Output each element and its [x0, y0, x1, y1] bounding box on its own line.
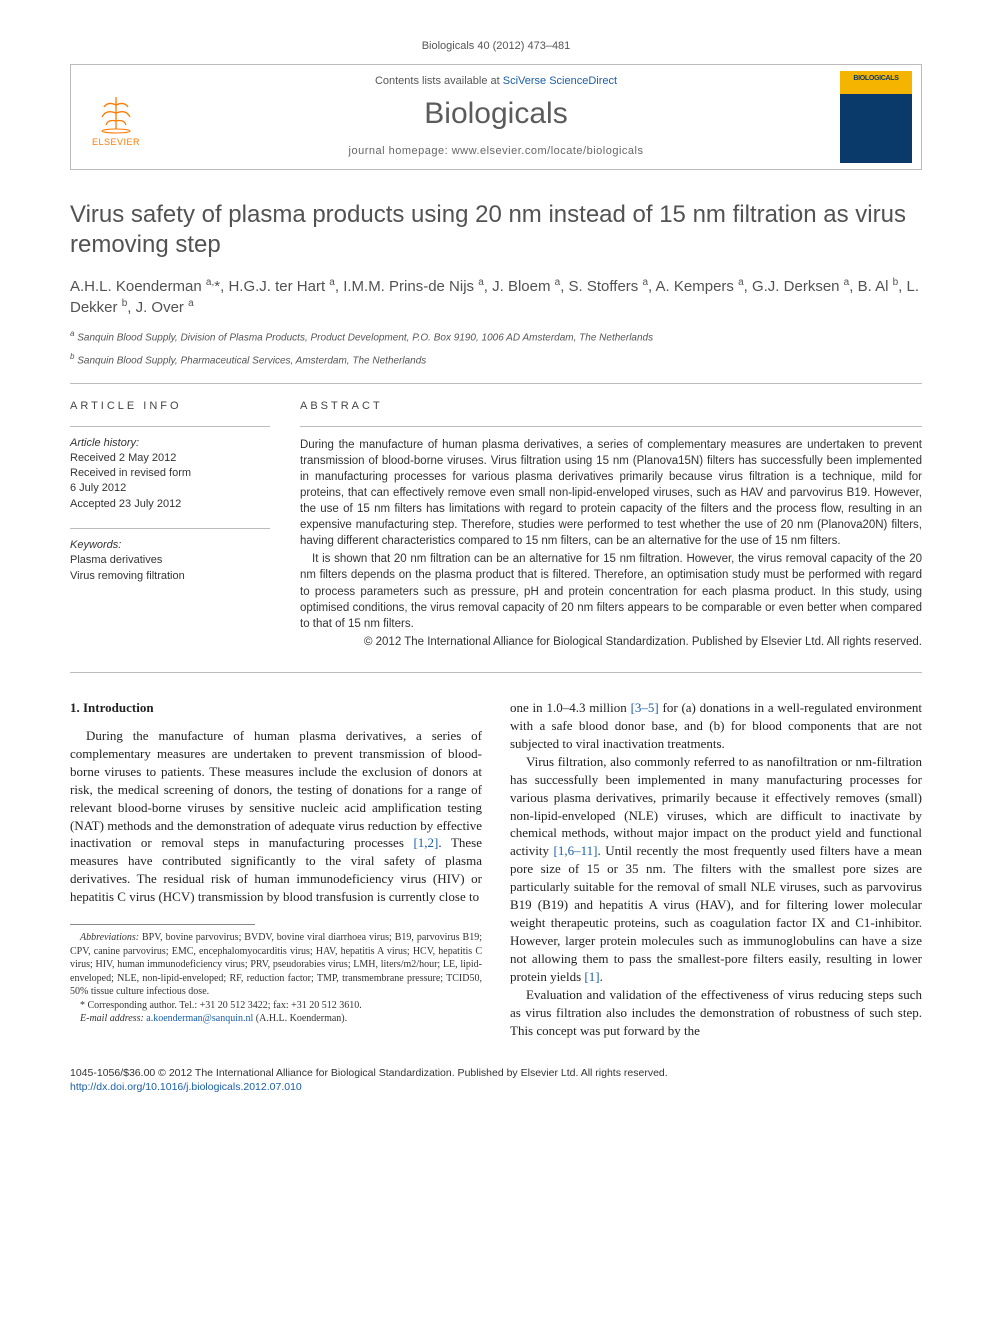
- running-head: Biologicals 40 (2012) 473–481: [70, 40, 922, 52]
- citation-link[interactable]: [1,2]: [413, 835, 438, 850]
- footnote-corresponding: * Corresponding author. Tel.: +31 20 512…: [70, 999, 482, 1013]
- abstract-column: ABSTRACT During the manufacture of human…: [300, 400, 922, 650]
- abstract-p1: During the manufacture of human plasma d…: [300, 437, 922, 550]
- info-row: ARTICLE INFO Article history: Received 2…: [70, 383, 922, 650]
- citation-link[interactable]: [1,6–11]: [554, 843, 598, 858]
- abbrev-label: Abbreviations:: [80, 932, 139, 943]
- corresponding-text: Tel.: +31 20 512 3422; fax: +31 20 512 3…: [177, 1000, 362, 1011]
- keyword-2: Virus removing filtration: [70, 569, 270, 584]
- abstract-label: ABSTRACT: [300, 400, 922, 412]
- body-columns: 1. Introduction During the manufacture o…: [70, 699, 922, 1040]
- body-col-right: one in 1.0–4.3 million [3–5] for (a) don…: [510, 699, 922, 1040]
- history-revised-line1: Received in revised form: [70, 466, 270, 481]
- history-revised-line2: 6 July 2012: [70, 481, 270, 496]
- footer-doi-link[interactable]: http://dx.doi.org/10.1016/j.biologicals.…: [70, 1081, 302, 1093]
- footnote-abbreviations: Abbreviations: BPV, bovine parvovirus; B…: [70, 931, 482, 999]
- contents-prefix: Contents lists available at: [375, 75, 503, 87]
- journal-homepage-line: journal homepage: www.elsevier.com/locat…: [161, 145, 831, 157]
- masthead: ELSEVIER Contents lists available at Sci…: [70, 64, 922, 170]
- history-label: Article history:: [70, 437, 270, 449]
- homepage-url: www.elsevier.com/locate/biologicals: [452, 145, 644, 157]
- body-col2-p3: Evaluation and validation of the effecti…: [510, 986, 922, 1040]
- article-info-label: ARTICLE INFO: [70, 400, 270, 412]
- abstract-p2: It is shown that 20 nm filtration can be…: [300, 551, 922, 631]
- body-col2-p1: one in 1.0–4.3 million [3–5] for (a) don…: [510, 699, 922, 753]
- corresponding-label: * Corresponding author.: [80, 1000, 177, 1011]
- page-footer: 1045-1056/$36.00 © 2012 The Internationa…: [70, 1066, 922, 1095]
- email-who: (A.H.L. Koenderman).: [253, 1013, 347, 1024]
- footer-issn-line: 1045-1056/$36.00 © 2012 The Internationa…: [70, 1066, 922, 1081]
- article-history-block: Article history: Received 2 May 2012 Rec…: [70, 426, 270, 513]
- affiliation-b-text: Sanquin Blood Supply, Pharmaceutical Ser…: [77, 356, 426, 367]
- keywords-label: Keywords:: [70, 539, 270, 551]
- journal-cover-thumbnail: BIOLOGICALS: [840, 71, 912, 163]
- keyword-1: Plasma derivatives: [70, 553, 270, 568]
- abstract-copyright: © 2012 The International Alliance for Bi…: [300, 634, 922, 650]
- footnote-rule: [70, 924, 255, 925]
- history-accepted: Accepted 23 July 2012: [70, 497, 270, 512]
- keywords-block: Keywords: Plasma derivatives Virus remov…: [70, 528, 270, 584]
- affiliation-a-text: Sanquin Blood Supply, Division of Plasma…: [77, 332, 653, 343]
- elsevier-tree-icon: [94, 91, 138, 135]
- introduction-heading: 1. Introduction: [70, 699, 482, 717]
- article-info-column: ARTICLE INFO Article history: Received 2…: [70, 400, 270, 650]
- affiliation-a: a Sanquin Blood Supply, Division of Plas…: [70, 328, 922, 345]
- footnote-email: E-mail address: a.koenderman@sanquin.nl …: [70, 1012, 482, 1026]
- citation-link[interactable]: [3–5]: [631, 700, 659, 715]
- body-col2-p2: Virus filtration, also commonly referred…: [510, 753, 922, 986]
- journal-name: Biologicals: [161, 97, 831, 131]
- affiliation-b: b Sanquin Blood Supply, Pharmaceutical S…: [70, 351, 922, 368]
- section-divider: [70, 672, 922, 673]
- body-col-left: 1. Introduction During the manufacture o…: [70, 699, 482, 1040]
- contents-available-line: Contents lists available at SciVerse Sci…: [161, 75, 831, 87]
- email-link[interactable]: a.koenderman@sanquin.nl: [146, 1013, 253, 1024]
- page: Biologicals 40 (2012) 473–481 ELSEVIER C…: [0, 0, 992, 1125]
- homepage-prefix: journal homepage:: [349, 145, 452, 157]
- publisher-logo: ELSEVIER: [86, 87, 146, 147]
- citation-link[interactable]: [1]: [584, 969, 599, 984]
- email-label: E-mail address:: [80, 1013, 144, 1024]
- publisher-block: ELSEVIER: [71, 65, 161, 169]
- history-received: Received 2 May 2012: [70, 451, 270, 466]
- article-title: Virus safety of plasma products using 20…: [70, 200, 922, 260]
- sciverse-link[interactable]: SciVerse ScienceDirect: [503, 75, 617, 87]
- publisher-name: ELSEVIER: [92, 137, 140, 147]
- journal-cover-title: BIOLOGICALS: [840, 75, 912, 82]
- abstract-text: During the manufacture of human plasma d…: [300, 426, 922, 650]
- author-list: A.H.L. Koenderman a,*, H.G.J. ter Hart a…: [70, 276, 922, 318]
- masthead-right: BIOLOGICALS: [831, 65, 921, 169]
- masthead-center: Contents lists available at SciVerse Sci…: [161, 65, 831, 169]
- body-col1-p1: During the manufacture of human plasma d…: [70, 727, 482, 906]
